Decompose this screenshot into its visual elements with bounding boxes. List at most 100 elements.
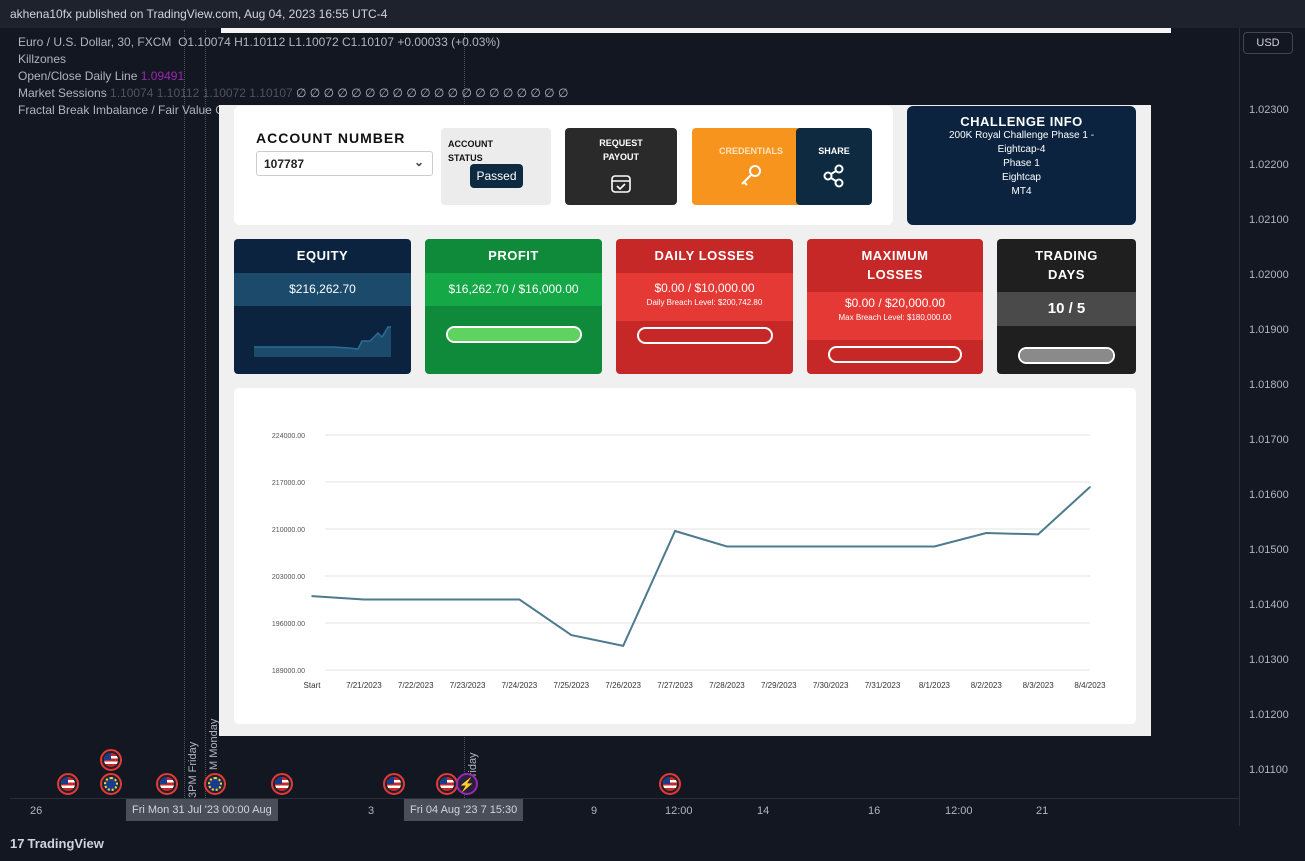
time-label: 12:00	[945, 805, 973, 817]
x-tick-label: 8/3/2023	[1023, 681, 1055, 690]
equity-sparkline	[254, 326, 391, 357]
time-label: 16	[868, 805, 881, 817]
tradingview-logo[interactable]: 17 TradingView	[10, 836, 104, 851]
legend-killzones[interactable]: Killzones	[18, 52, 67, 66]
price-axis-label: 1.02300	[1249, 104, 1289, 116]
maximum-losses-value: $0.00 / $20,000.00	[844, 296, 946, 310]
maximum-losses-card: MAXIMUM LOSSES $0.00 / $20,000.00 Max Br…	[807, 239, 983, 374]
us-flag-icon[interactable]	[156, 773, 178, 795]
time-axis[interactable]: 26 3 9 12:00 14 16 12:00 21 Fri Mon 31 J…	[10, 798, 1239, 826]
maximum-losses-label-2: LOSSES	[867, 267, 923, 282]
account-number-select[interactable]: 107787 ⌄	[256, 151, 433, 176]
equity-data-point	[1037, 533, 1039, 536]
us-flag-icon[interactable]	[383, 773, 405, 795]
legend-open-close-label: Open/Close Daily Line	[18, 69, 138, 83]
account-number-title: ACCOUNT NUMBER	[256, 130, 406, 146]
price-axis[interactable]	[1239, 28, 1305, 826]
lightning-icon[interactable]: ⚡	[456, 773, 478, 795]
maximum-losses-label: MAXIMUM LOSSES	[807, 239, 983, 292]
crosshair-date-right: Fri 04 Aug '23 7 15:30	[404, 799, 524, 821]
maximum-losses-label-1: MAXIMUM	[861, 248, 929, 263]
profit-progress-bar	[446, 326, 582, 343]
credentials-button[interactable]: CREDENTIALS	[692, 128, 810, 205]
footer: 17 TradingView	[0, 826, 1305, 861]
equity-data-point	[518, 598, 521, 601]
key-icon	[692, 163, 810, 191]
x-tick-label: 7/22/2023	[398, 681, 434, 690]
price-axis-label: 1.02200	[1249, 159, 1289, 171]
status-badge: Passed	[470, 164, 523, 188]
x-tick-label: 7/25/2023	[554, 681, 590, 690]
daily-losses-band: $0.00 / $10,000.00 Daily Breach Level: $…	[616, 273, 793, 321]
profit-value: $16,262.70 / $16,000.00	[425, 273, 602, 306]
trading-days-progress-fill	[1020, 349, 1113, 362]
legend-symbol: Euro / U.S. Dollar, 30, FXCM	[18, 35, 172, 49]
price-axis-label: 1.01700	[1249, 434, 1289, 446]
tradingview-brand: TradingView	[27, 836, 104, 851]
x-tick-label: 7/28/2023	[709, 681, 745, 690]
payout-box-icon	[565, 174, 677, 196]
daily-losses-card: DAILY LOSSES $0.00 / $10,000.00 Daily Br…	[616, 239, 793, 374]
legend-open-close-row[interactable]: Open/Close Daily Line 1.09491	[18, 69, 184, 83]
maximum-losses-progress-bar	[828, 346, 962, 363]
challenge-info-line: Eightcap	[1002, 172, 1041, 183]
eu-flag-icon[interactable]	[204, 773, 226, 795]
x-tick-label: 7/29/2023	[761, 681, 797, 690]
us-flag-icon[interactable]	[100, 749, 122, 771]
equity-data-point	[622, 645, 624, 647]
us-flag-icon[interactable]	[57, 773, 79, 795]
equity-data-point	[466, 598, 469, 601]
price-axis-label: 1.01600	[1249, 489, 1289, 501]
equity-value: $216,262.70	[234, 273, 411, 306]
price-axis-label: 1.01200	[1249, 709, 1289, 721]
legend-symbol-row[interactable]: Euro / U.S. Dollar, 30, FXCM O1.10074 H1…	[18, 35, 500, 49]
session-line-friday	[184, 30, 185, 820]
equity-data-point	[570, 634, 573, 636]
equity-data-point	[829, 545, 832, 548]
crosshair-date-left: Fri Mon 31 Jul '23 00:00 Aug	[126, 799, 278, 821]
session-label-friday-pm: 3PM Friday	[187, 741, 199, 798]
account-status-box: ACCOUNT STATUS Passed	[441, 128, 551, 205]
account-number-value: 107787	[264, 157, 305, 171]
us-flag-icon[interactable]	[436, 773, 458, 795]
equity-data-point	[414, 598, 417, 601]
request-payout-label: REQUEST PAYOUT	[599, 138, 643, 162]
us-flag-icon[interactable]	[271, 773, 293, 795]
equity-data-point	[726, 545, 728, 548]
time-label: 21	[1036, 805, 1049, 817]
challenge-info-line: Phase 1	[1003, 158, 1040, 169]
eu-flag-icon[interactable]	[100, 773, 122, 795]
trading-days-label-1: TRADING	[1035, 248, 1098, 263]
x-tick-label: 7/30/2023	[813, 681, 849, 690]
x-tick-label: 7/24/2023	[502, 681, 538, 690]
time-label: 14	[757, 805, 770, 817]
y-tick-label: 224000.00	[272, 433, 305, 440]
share-button[interactable]: SHARE	[796, 128, 872, 205]
y-tick-label: 203000.00	[272, 574, 305, 581]
x-tick-label: 8/4/2023	[1074, 681, 1106, 690]
profit-progress-fill	[448, 328, 580, 341]
us-flag-icon[interactable]	[659, 773, 681, 795]
challenge-dashboard: ACCOUNT NUMBER 107787 ⌄ ACCOUNT STATUS P…	[219, 105, 1151, 736]
challenge-info-line: Eightcap-4	[997, 144, 1046, 155]
x-tick-label: 8/2/2023	[971, 681, 1003, 690]
session-line-monday	[205, 30, 206, 820]
equity-data-point	[674, 530, 676, 532]
publish-bar: akhena10fx published on TradingView.com,…	[0, 0, 1305, 28]
challenge-info-title: CHALLENGE INFO	[960, 114, 1083, 129]
equity-data-point	[311, 595, 313, 597]
legend-ohlc: O1.10074 H1.10112 L1.10072 C1.10107 +0.0…	[178, 35, 501, 49]
legend-market-sessions-row[interactable]: Market Sessions 1.10074 1.10112 1.10072 …	[18, 86, 568, 100]
price-axis-label: 1.01400	[1249, 599, 1289, 611]
challenge-info-panel: CHALLENGE INFO 200K Royal Challenge Phas…	[907, 106, 1136, 225]
x-tick-label: 7/31/2023	[865, 681, 901, 690]
max-breach-level: Max Breach Level: $180,000.00	[838, 313, 952, 322]
request-payout-button[interactable]: REQUEST PAYOUT	[565, 128, 677, 205]
currency-button[interactable]: USD	[1243, 32, 1293, 54]
daily-losses-progress-bar	[637, 327, 773, 344]
y-tick-label: 210000.00	[272, 527, 305, 534]
y-tick-label: 217000.00	[272, 480, 305, 487]
maximum-losses-band: $0.00 / $20,000.00 Max Breach Level: $18…	[807, 292, 983, 340]
share-icon	[796, 163, 872, 191]
equity-card: EQUITY $216,262.70	[234, 239, 411, 374]
